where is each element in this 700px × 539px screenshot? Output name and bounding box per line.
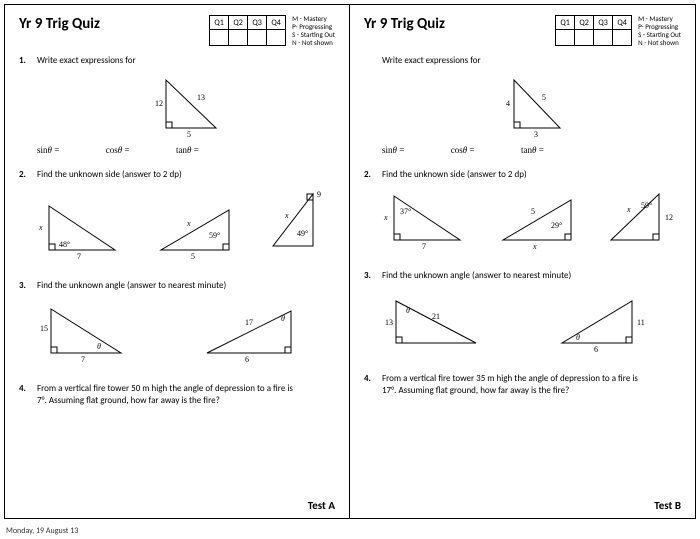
tri-label: θ xyxy=(97,342,101,351)
triangle-diagram: 11 6 θ xyxy=(552,291,652,353)
tri-label: 13 xyxy=(385,318,393,327)
triangle-diagram: x 48° 7 xyxy=(37,198,127,260)
tri-label: 29° xyxy=(551,221,562,230)
tri-label: θ xyxy=(281,314,285,323)
tri-label: 13 xyxy=(197,93,205,102)
triangle-diagram: x 59° 12 xyxy=(603,188,681,250)
question-text: From a vertical fire tower 50 m high the… xyxy=(37,383,297,406)
triangle-diagram: 12 13 5 xyxy=(131,70,241,140)
question-text: Find the unknown side (answer to 2 dp) xyxy=(37,169,335,180)
test-variant-label: Test A xyxy=(308,499,335,512)
footer-date: Monday, 19 August 13 xyxy=(6,526,78,536)
tri-label: 21 xyxy=(432,312,440,321)
page-title: Yr 9 Trig Quiz xyxy=(19,15,100,33)
tri-label: 15 xyxy=(40,324,48,333)
question-text: Write exact expressions for xyxy=(37,55,335,66)
test-variant-label: Test B xyxy=(654,499,681,512)
question-1: 1. Write exact expressions for 12 13 5 s… xyxy=(19,55,335,155)
question-number: 1. xyxy=(19,55,37,155)
tri-label: x xyxy=(532,242,537,250)
tri-label: x xyxy=(284,211,289,220)
tri-label: 12 xyxy=(155,99,163,108)
tri-label: 5 xyxy=(187,130,191,139)
tri-label: 9 xyxy=(317,190,321,199)
triangle-diagram: 15 θ 7 xyxy=(37,301,137,363)
tri-label: 6 xyxy=(594,345,598,353)
tri-label: 7 xyxy=(422,242,426,250)
question-number: 3. xyxy=(19,280,37,363)
score-grid: Q1 Q2 Q3 Q4 xyxy=(555,15,632,46)
question-text: Find the unknown side (answer to 2 dp) xyxy=(382,169,681,180)
question-4: 4. From a vertical fire tower 50 m high … xyxy=(19,383,335,410)
question-text: Write exact expressions for xyxy=(382,55,681,66)
question-4: 4. From a vertical fire tower 35 m high … xyxy=(364,373,681,400)
triangle-diagram: 17 θ 6 xyxy=(197,301,307,363)
triangle-diagram: x 37° 7 xyxy=(382,188,472,250)
tri-label: x xyxy=(186,219,191,228)
question-number xyxy=(364,55,382,155)
question-1: Write exact expressions for 4 5 3 sinθ =… xyxy=(364,55,681,155)
grid-header: Q1 xyxy=(556,16,575,30)
tri-label: 4 xyxy=(506,99,510,108)
legend: M - Mastery P- Progressing S - Starting … xyxy=(638,15,681,47)
question-text: From a vertical fire tower 35 m high the… xyxy=(382,373,642,396)
legend-line: N - Not shown xyxy=(638,39,681,47)
tri-label: 37° xyxy=(400,207,411,216)
grid-header: Q2 xyxy=(229,16,248,30)
tri-label: 11 xyxy=(637,318,645,327)
question-2: 2. Find the unknown side (answer to 2 dp… xyxy=(364,169,681,250)
tri-label: x xyxy=(383,213,388,222)
page-title: Yr 9 Trig Quiz xyxy=(364,15,445,33)
page-test-a: Yr 9 Trig Quiz Q1 Q2 Q3 Q4 M - Mastery P… xyxy=(5,5,350,518)
triangle-diagram: 4 5 3 xyxy=(482,70,582,140)
trig-expressions: sinθ = cosθ = tanθ = xyxy=(37,145,335,155)
tri-label: 3 xyxy=(534,130,538,139)
question-text: Find the unknown angle (answer to neares… xyxy=(37,280,335,291)
question-number: 2. xyxy=(19,169,37,260)
legend-line: N - Not shown xyxy=(292,39,335,47)
tri-label: x xyxy=(38,223,43,232)
question-number: 4. xyxy=(19,383,37,410)
grid-header: Q4 xyxy=(267,16,286,30)
tri-label: 6 xyxy=(245,355,249,363)
question-3: 3. Find the unknown angle (answer to nea… xyxy=(19,280,335,363)
triangle-diagram: 9 x 49° xyxy=(265,188,335,260)
tri-label: θ xyxy=(576,333,580,342)
tri-label: 59° xyxy=(209,231,220,240)
tri-label: 59° xyxy=(641,201,652,210)
tri-label: x xyxy=(626,205,631,214)
tri-label: 5 xyxy=(531,207,535,216)
grid-header: Q3 xyxy=(594,16,613,30)
worksheet-container: Yr 9 Trig Quiz Q1 Q2 Q3 Q4 M - Mastery P… xyxy=(4,4,696,519)
legend: M - Mastery P- Progressing S - Starting … xyxy=(292,15,335,47)
tri-label: 12 xyxy=(665,213,673,222)
page-test-b: Yr 9 Trig Quiz Q1 Q2 Q3 Q4 M - Mastery P… xyxy=(350,5,695,518)
grid-header: Q1 xyxy=(210,16,229,30)
question-number: 4. xyxy=(364,373,382,400)
tri-label: 7 xyxy=(81,355,85,363)
question-number: 3. xyxy=(364,270,382,353)
grid-header: Q4 xyxy=(613,16,632,30)
grid-header: Q2 xyxy=(575,16,594,30)
tri-label: 7 xyxy=(77,252,81,260)
tri-label: 48° xyxy=(59,240,70,249)
triangle-diagram: x 59° 5 xyxy=(151,198,241,260)
score-grid: Q1 Q2 Q3 Q4 xyxy=(209,15,286,46)
tri-label: 49° xyxy=(297,229,308,238)
tri-label: 5 xyxy=(191,252,195,260)
grid-header: Q3 xyxy=(248,16,267,30)
tri-label: θ xyxy=(406,306,410,315)
question-3: 3. Find the unknown angle (answer to nea… xyxy=(364,270,681,353)
question-number: 2. xyxy=(364,169,382,250)
tri-label: 5 xyxy=(542,93,546,102)
question-2: 2. Find the unknown side (answer to 2 dp… xyxy=(19,169,335,260)
triangle-diagram: 5 29° x xyxy=(493,188,583,250)
question-text: Find the unknown angle (answer to neares… xyxy=(382,270,681,281)
trig-expressions: sinθ = cosθ = tanθ = xyxy=(382,145,681,155)
tri-label: 17 xyxy=(245,318,253,327)
triangle-diagram: 13 θ 21 xyxy=(382,293,492,353)
